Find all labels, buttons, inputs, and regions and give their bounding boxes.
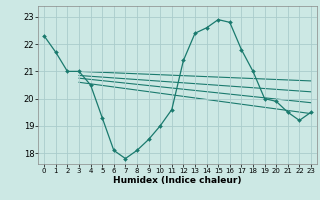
X-axis label: Humidex (Indice chaleur): Humidex (Indice chaleur) bbox=[113, 176, 242, 185]
